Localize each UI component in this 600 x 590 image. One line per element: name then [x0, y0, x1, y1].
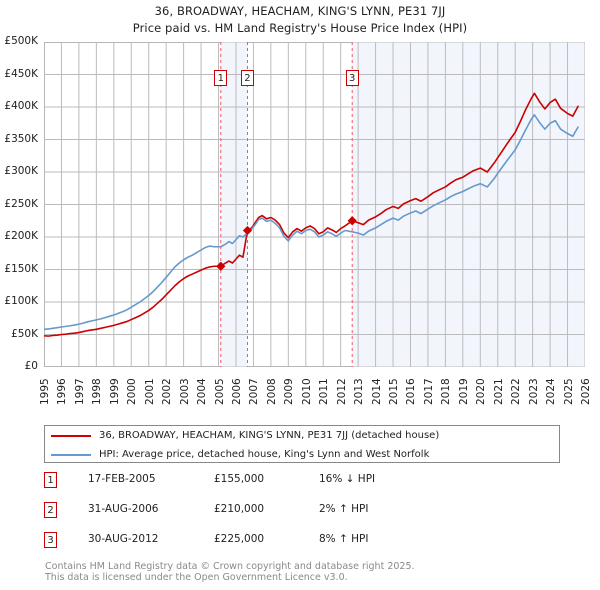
x-axis-tick-label: 2000 [126, 378, 139, 405]
series-line-0 [44, 92, 579, 337]
x-axis-tick-label: 2025 [562, 378, 575, 405]
footer-line-2: This data is licensed under the Open Gov… [45, 572, 348, 583]
x-axis-tick-label: 2014 [370, 378, 383, 405]
x-axis-tick-label: 2011 [318, 378, 331, 405]
table-row: 1 17-FEB-2005 £155,000 16% ↓ HPI [44, 472, 564, 502]
page-title: 36, BROADWAY, HEACHAM, KING'S LYNN, PE31… [154, 4, 446, 18]
x-axis-tick-label: 1997 [73, 378, 86, 405]
table-row: 3 30-AUG-2012 £225,000 8% ↑ HPI [44, 532, 564, 562]
legend-label-price-paid: 36, BROADWAY, HEACHAM, KING'S LYNN, PE31… [99, 430, 440, 441]
price-history-chart [44, 42, 585, 367]
x-axis-tick-label: 2008 [265, 378, 278, 405]
chart-marker-box-2: 2 [240, 70, 254, 86]
sale-date: 31-AUG-2006 [88, 503, 159, 515]
series-line-1 [44, 114, 579, 331]
legend-label-hpi: HPI: Average price, detached house, King… [99, 449, 430, 460]
chart-legend: 36, BROADWAY, HEACHAM, KING'S LYNN, PE31… [44, 425, 560, 463]
sale-price: £155,000 [214, 473, 265, 485]
y-axis-tick-label: £500K [4, 35, 38, 47]
x-axis-tick-label: 1996 [56, 378, 69, 405]
y-axis-tick-label: £250K [4, 197, 38, 210]
y-axis-tick-label: £350K [4, 132, 38, 145]
legend-swatch-price-paid [51, 434, 91, 437]
y-axis-tick-label: £100K [4, 295, 38, 307]
x-axis-tick-label: 2004 [196, 378, 209, 405]
sale-hpi-delta: 2% ↑ HPI [319, 503, 369, 515]
sale-marker-number: 3 [44, 532, 57, 548]
x-axis-tick-label: 2024 [545, 378, 558, 405]
page-subtitle: Price paid vs. HM Land Registry's House … [132, 21, 468, 35]
x-axis-tick-label: 2009 [283, 378, 296, 405]
sale-marker-diamond [216, 261, 226, 271]
y-axis-tick-label: £0 [24, 360, 38, 372]
y-axis-tick-label: £50K [11, 327, 38, 340]
legend-swatch-hpi [51, 453, 91, 456]
sale-marker-diamond [347, 216, 357, 226]
x-axis-tick-label: 2023 [527, 378, 540, 405]
sale-price: £225,000 [214, 533, 265, 545]
y-axis-tick-label: £450K [4, 67, 38, 80]
x-axis-tick-label: 2002 [161, 378, 174, 405]
sales-table: 1 17-FEB-2005 £155,000 16% ↓ HPI 2 31-AU… [44, 472, 564, 562]
sale-date: 17-FEB-2005 [88, 473, 156, 485]
chart-marker-box-1: 1 [214, 70, 228, 86]
x-axis-tick-label: 2013 [353, 378, 366, 405]
y-axis-tick-label: £150K [4, 262, 38, 275]
x-axis-tick-label: 2018 [440, 378, 453, 405]
chart-marker-box-3: 3 [345, 70, 359, 86]
x-axis-tick-label: 2015 [388, 378, 401, 405]
y-axis-tick-label: £200K [4, 230, 38, 242]
x-axis-tick-label: 2006 [230, 378, 243, 405]
sale-hpi-delta: 16% ↓ HPI [319, 473, 376, 485]
x-axis-tick-label: 1998 [91, 378, 104, 405]
x-axis-tick-label: 2022 [510, 378, 523, 405]
x-axis-tick-label: 2020 [475, 378, 488, 405]
sale-date: 30-AUG-2012 [88, 533, 159, 545]
sale-price: £210,000 [214, 503, 265, 515]
sale-marker-diamond [242, 225, 253, 236]
table-row: 2 31-AUG-2006 £210,000 2% ↑ HPI [44, 502, 564, 532]
sale-hpi-delta: 8% ↑ HPI [319, 533, 369, 545]
y-axis-tick-label: £400K [4, 100, 38, 112]
sale-marker-number: 2 [44, 502, 57, 518]
sale-marker-number: 1 [44, 472, 57, 488]
x-axis-tick-label: 2003 [178, 378, 191, 405]
x-axis-tick-label: 2019 [457, 378, 470, 405]
x-axis-tick-label: 1999 [108, 378, 121, 405]
x-axis-tick-label: 2007 [248, 378, 261, 405]
footer-line-1: Contains HM Land Registry data © Crown c… [45, 561, 415, 572]
x-axis-tick-label: 2010 [300, 378, 313, 405]
x-axis-tick-label: 2005 [213, 378, 226, 405]
legend-item-price-paid: 36, BROADWAY, HEACHAM, KING'S LYNN, PE31… [45, 426, 559, 445]
copyright-footer: Contains HM Land Registry data © Crown c… [45, 561, 585, 583]
x-axis-tick-label: 2012 [335, 378, 348, 405]
x-axis-tick-label: 2026 [580, 378, 592, 405]
x-axis-tick-label: 2021 [492, 378, 505, 405]
x-axis-tick-label: 2001 [143, 378, 156, 405]
y-axis-tick-label: £300K [4, 165, 38, 177]
x-axis-tick-label: 2017 [422, 378, 435, 405]
legend-item-hpi: HPI: Average price, detached house, King… [45, 445, 559, 464]
plot-svg [44, 42, 585, 367]
x-axis-tick-label: 2016 [405, 378, 418, 405]
x-axis-tick-label: 1995 [39, 378, 51, 405]
